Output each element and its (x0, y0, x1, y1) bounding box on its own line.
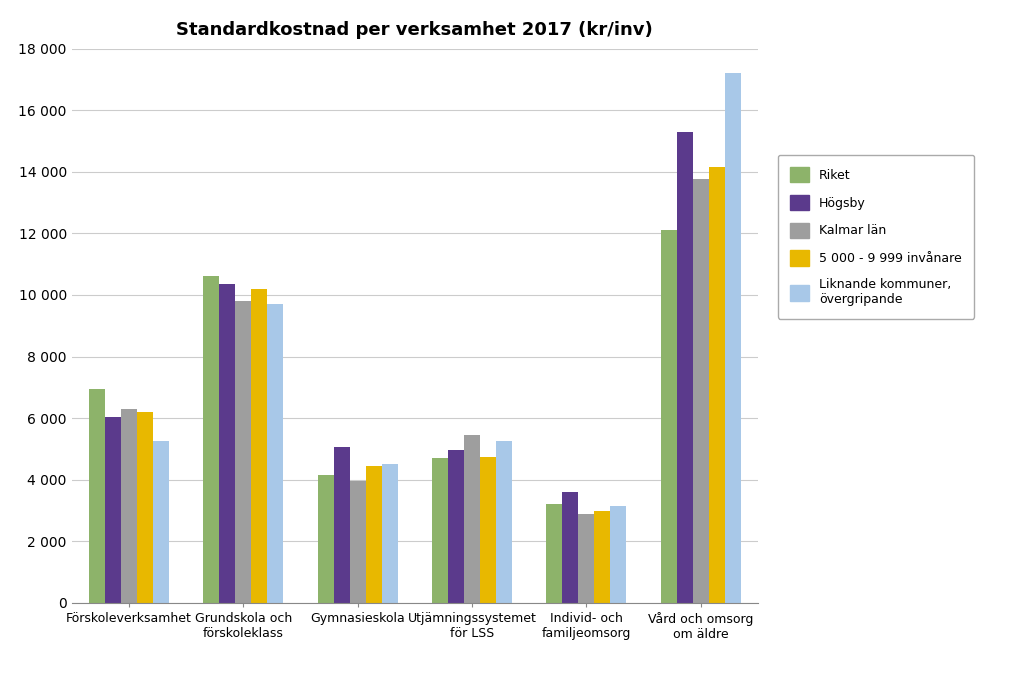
Bar (677, 132, 692, 603)
Bar (349, 481, 366, 603)
Bar (496, 441, 512, 603)
Bar (594, 511, 610, 603)
Bar (546, 505, 562, 603)
Bar (267, 304, 284, 603)
Bar (317, 475, 334, 603)
Bar (692, 179, 709, 603)
Bar (562, 492, 579, 603)
Bar (153, 441, 169, 603)
Bar (382, 464, 397, 603)
Bar (121, 409, 137, 603)
Bar (725, 73, 740, 603)
Bar (137, 412, 153, 603)
Bar (447, 450, 464, 603)
Bar (432, 458, 447, 603)
Bar (480, 457, 496, 603)
Bar (203, 277, 219, 603)
Bar (366, 466, 382, 603)
Bar (610, 506, 627, 603)
Bar (219, 284, 236, 603)
Bar (579, 514, 594, 603)
Bar (251, 289, 267, 603)
Title: Standardkostnad per verksamhet 2017 (kr/inv): Standardkostnad per verksamhet 2017 (kr/… (176, 21, 653, 39)
Bar (104, 416, 121, 603)
Bar (236, 301, 251, 603)
Bar (709, 167, 725, 603)
Bar (660, 230, 677, 603)
Bar (334, 448, 349, 603)
Bar (89, 389, 104, 603)
Bar (464, 435, 480, 603)
Legend: Riket, Högsby, Kalmar län, 5 000 - 9 999 invånare, Liknande kommuner,
övergripan: Riket, Högsby, Kalmar län, 5 000 - 9 999… (778, 155, 974, 319)
